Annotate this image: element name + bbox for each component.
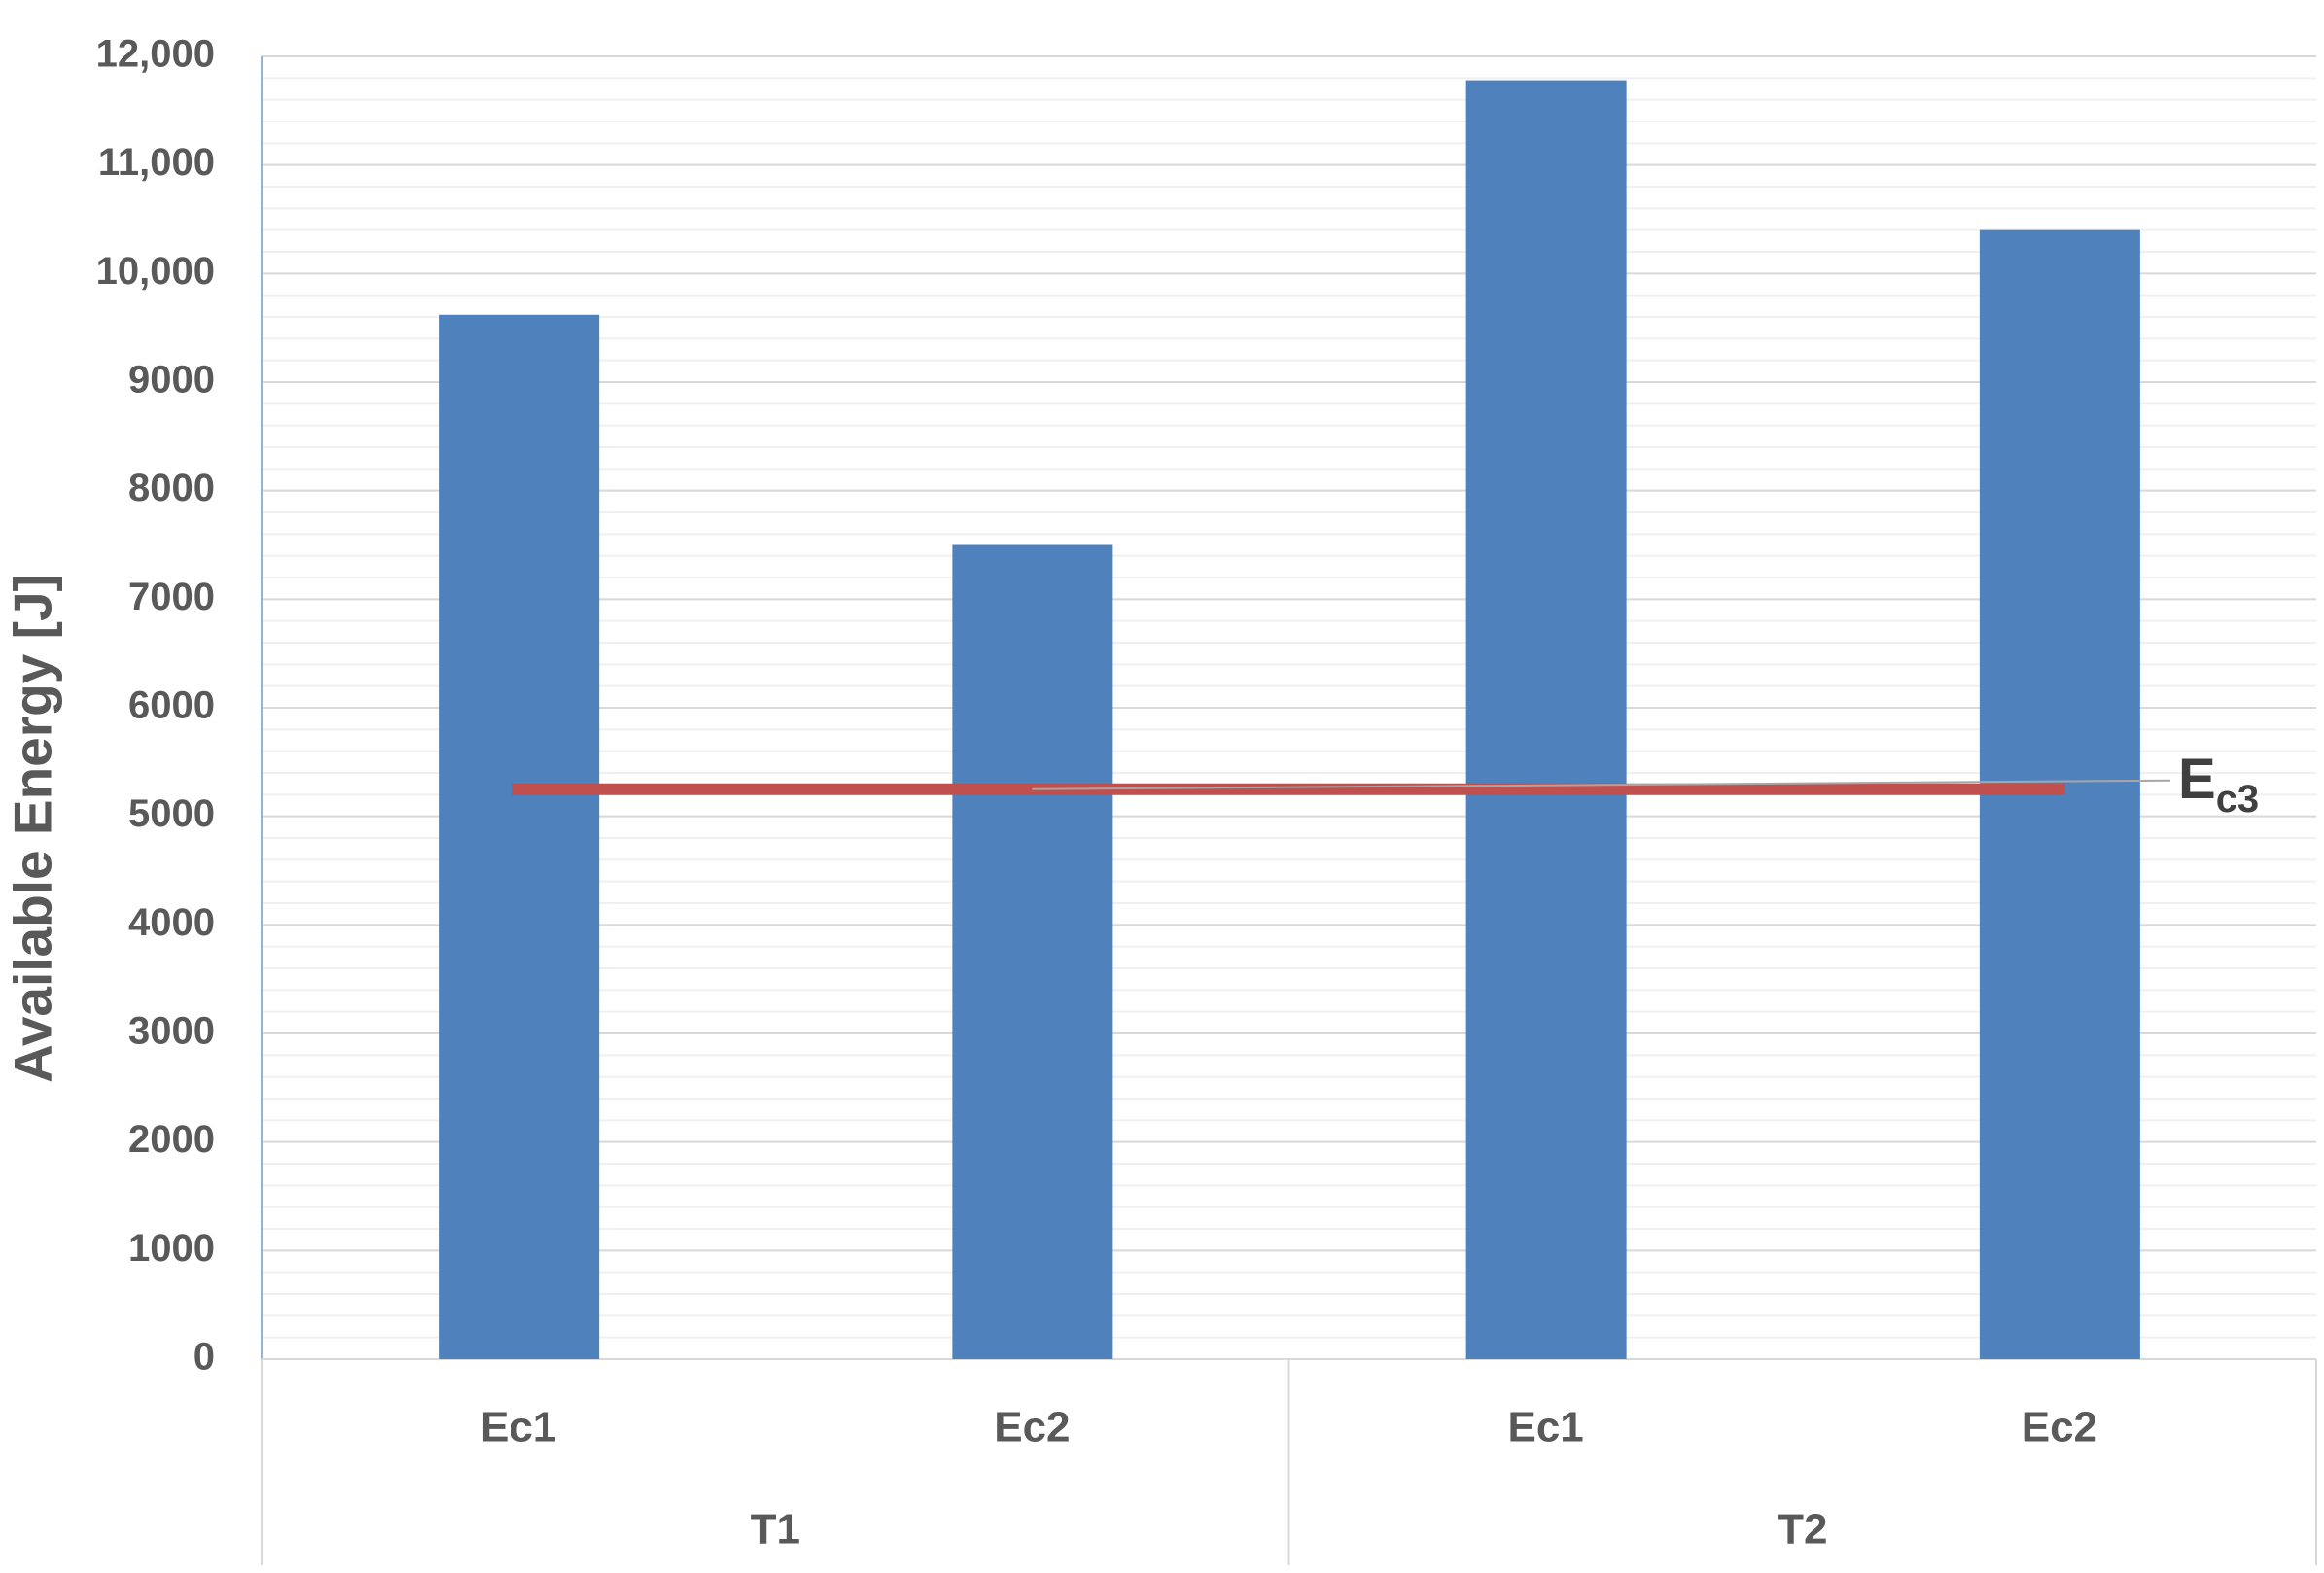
x-tick-label: Ec2 (2022, 1404, 2097, 1451)
bar (439, 314, 600, 1360)
y-tick-label: 5000 (128, 792, 215, 835)
y-tick-label: 1000 (128, 1227, 215, 1270)
y-tick-label: 4000 (128, 901, 215, 944)
reference-label: Ec3 (2178, 748, 2259, 820)
y-tick-label: 12,000 (96, 33, 215, 76)
y-tick-label: 0 (194, 1336, 215, 1379)
x-tick-label: Ec2 (994, 1404, 1070, 1451)
reference-label-subscript: c3 (2216, 777, 2260, 820)
reference-label-main: E (2178, 748, 2216, 811)
group-label: T1 (751, 1506, 800, 1554)
y-tick-label: 2000 (128, 1118, 215, 1161)
bar (952, 544, 1113, 1359)
y-tick-label: 8000 (128, 467, 215, 509)
x-tick-label: Ec1 (480, 1404, 556, 1451)
y-tick-label: 11,000 (98, 141, 215, 184)
y-tick-label: 7000 (128, 576, 215, 618)
y-tick-label: 3000 (128, 1010, 215, 1053)
y-axis-title: Available Energy [J] (3, 574, 63, 1083)
bar (1465, 80, 1627, 1360)
group-label: T2 (1778, 1506, 1827, 1554)
leader-line (1032, 779, 2171, 790)
y-tick-label: 10,000 (96, 250, 215, 293)
x-tick-label: Ec1 (1507, 1404, 1583, 1451)
y-tick-label: 6000 (128, 684, 215, 727)
y-tick-label: 9000 (128, 359, 215, 402)
